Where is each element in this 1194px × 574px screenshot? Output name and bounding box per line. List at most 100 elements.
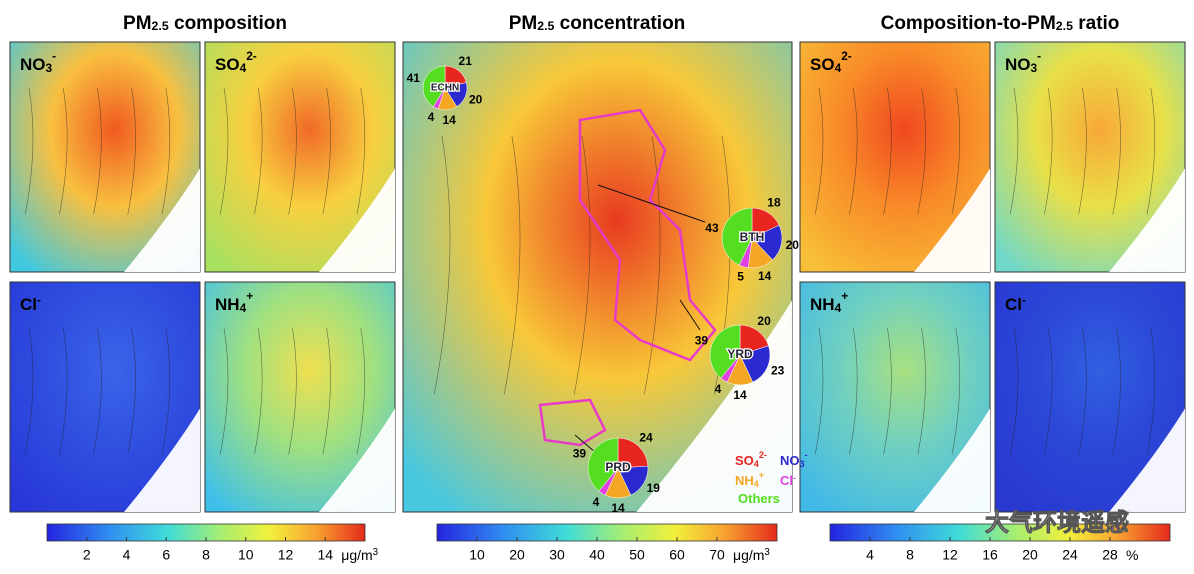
- label-sup: -: [52, 49, 56, 63]
- label-base: NH: [810, 295, 835, 314]
- column-title: PM2.5 concentration: [509, 13, 686, 34]
- label-sup: 2-: [246, 49, 257, 63]
- label-base: NO: [780, 453, 800, 468]
- pie-value-label: 18: [767, 196, 781, 210]
- border-line: [1078, 87, 1087, 215]
- colorbar-tick-label: 12: [278, 547, 294, 563]
- label-base: Cl: [20, 295, 37, 314]
- label-sub: 4: [240, 61, 247, 75]
- label-base: μg/m: [341, 547, 372, 563]
- pie-value-label: 19: [647, 481, 661, 495]
- border-line: [849, 87, 858, 215]
- watermark: 大气环境遥感: [985, 508, 1129, 536]
- sea: [319, 408, 395, 512]
- label-base: Others: [738, 491, 780, 506]
- pie-value-label: 4: [715, 382, 722, 396]
- pie-value-label: 5: [737, 270, 744, 284]
- border-line: [503, 135, 521, 395]
- pie-value-label: 4: [428, 110, 435, 124]
- label-base: NH: [215, 295, 240, 314]
- label-sub: 4: [754, 459, 760, 469]
- colorbar: [829, 523, 1171, 542]
- border-line: [356, 87, 366, 215]
- border-line: [254, 327, 263, 455]
- label-base: Cl: [1005, 295, 1022, 314]
- border-line: [219, 327, 229, 455]
- pie-slice: [721, 207, 753, 266]
- map-label: NO3-: [20, 49, 56, 75]
- label-sup: +: [759, 470, 764, 480]
- colorbar-tick-label: 6: [162, 547, 170, 563]
- colorbar-tick-label: 16: [982, 547, 998, 563]
- border-line: [917, 87, 926, 215]
- colorbar-unit: μg/m3: [733, 547, 770, 563]
- colorbar-unit: μg/m3: [341, 547, 378, 563]
- border-line: [219, 87, 229, 215]
- border-line: [814, 327, 824, 455]
- pie-slice: [617, 437, 649, 469]
- arrow: [597, 184, 706, 223]
- map-label: NH4+: [810, 289, 848, 315]
- pie-value-label: 20: [786, 238, 800, 252]
- border-line: [59, 327, 68, 455]
- pie-value-label: 20: [757, 314, 771, 328]
- colorbar-tick-label: 2: [83, 547, 91, 563]
- label-base: SO: [215, 55, 240, 74]
- border-line: [356, 327, 366, 455]
- colorbar-tick-label: 24: [1062, 547, 1078, 563]
- label-sup: 3: [373, 547, 379, 558]
- region-outline: [578, 108, 717, 362]
- border-line: [883, 327, 892, 455]
- border-line: [288, 87, 297, 215]
- label-sub: 4: [835, 61, 842, 75]
- border-line: [127, 327, 136, 455]
- label-sub: 3: [46, 61, 53, 75]
- colorbar-tick-label: 50: [629, 547, 645, 563]
- label-sup: 2-: [841, 49, 852, 63]
- label-sup: -: [805, 450, 808, 460]
- border-line: [1044, 87, 1053, 215]
- label-sup: -: [1037, 49, 1041, 63]
- border-line: [917, 327, 926, 455]
- title-sub: 2.5: [152, 19, 169, 33]
- label-base: NO: [20, 55, 46, 74]
- sea: [914, 408, 990, 512]
- label-sub: 3: [1031, 61, 1038, 75]
- pie-value-label: 41: [407, 71, 421, 85]
- colorbar-tick-label: 30: [549, 547, 565, 563]
- pie-legend-entry: NH4+: [735, 470, 764, 489]
- colorbar-tick-label: 60: [669, 547, 685, 563]
- colorbar-tick-label: 20: [1022, 547, 1038, 563]
- pie-value-label: 20: [469, 92, 483, 106]
- border-line: [849, 327, 858, 455]
- border-line: [24, 87, 34, 215]
- pie-legend-entry: SO42-: [735, 450, 767, 469]
- border-line: [643, 135, 661, 395]
- pie-slice: [422, 65, 446, 107]
- border-line: [814, 87, 824, 215]
- label-sup: -: [793, 473, 796, 483]
- sea: [124, 168, 200, 272]
- sea: [319, 168, 395, 272]
- pie-legend-entry: Cl-: [780, 473, 796, 489]
- border-line: [127, 87, 136, 215]
- border-line: [93, 327, 102, 455]
- pie-legend-entry: NO3-: [780, 450, 808, 469]
- pie-title: ECHN: [431, 83, 459, 94]
- border-line: [24, 327, 34, 455]
- colorbar-unit: %: [1126, 547, 1138, 563]
- border-line: [951, 327, 961, 455]
- pie-slice: [587, 437, 619, 492]
- label-base: %: [1126, 547, 1138, 563]
- colorbar-tick-label: 40: [589, 547, 605, 563]
- title-sub: 2.5: [1056, 19, 1073, 33]
- title-rest: ratio: [1073, 13, 1119, 34]
- title-rest: concentration: [554, 13, 685, 34]
- colorbar-tick-label: 4: [123, 547, 131, 563]
- colorbar-tick-label: 10: [238, 547, 254, 563]
- pie-value-label: 23: [771, 363, 785, 377]
- title-main: Composition-to-PM: [881, 13, 1056, 34]
- label-sup: 2-: [759, 450, 767, 460]
- pie-legend-entry: Others: [738, 491, 780, 506]
